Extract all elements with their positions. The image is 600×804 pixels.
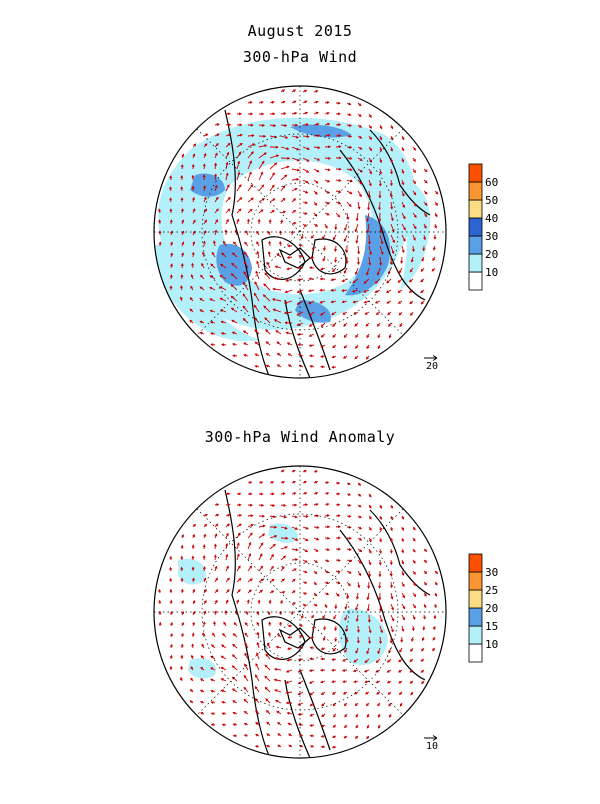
colorbar-tick-label: 40 bbox=[485, 212, 498, 225]
wind-vector bbox=[265, 676, 270, 681]
colorbar-tick-label: 60 bbox=[485, 176, 498, 189]
wind-map: 10 20 30 40 50 60 20 bbox=[0, 0, 600, 400]
reference-vector: 20 bbox=[424, 356, 438, 373]
graticule bbox=[154, 466, 446, 758]
colorbar-swatch bbox=[469, 644, 482, 662]
wind-map-panel: 10 20 30 40 50 60 20 bbox=[0, 0, 600, 400]
colorbar-tick-label: 25 bbox=[485, 584, 498, 597]
colorbar-tick-label: 50 bbox=[485, 194, 498, 207]
colorbar-swatch bbox=[469, 182, 482, 200]
colorbar-tick-label: 30 bbox=[485, 230, 498, 243]
colorbar-swatch bbox=[469, 590, 482, 608]
colorbar-tick-label: 10 bbox=[485, 266, 498, 279]
reference-vector: 10 bbox=[424, 736, 438, 753]
wind-vector bbox=[270, 163, 277, 169]
coastlines bbox=[225, 490, 430, 758]
colorbar-tick-label: 15 bbox=[485, 620, 498, 633]
colorbar-tick-label: 10 bbox=[485, 638, 498, 651]
colorbar-tick-label: 20 bbox=[485, 602, 498, 615]
wind-vector bbox=[237, 198, 242, 202]
colorbar-swatch bbox=[469, 254, 482, 272]
colorbar-swatch bbox=[469, 626, 482, 644]
reference-vector-label: 10 bbox=[426, 741, 438, 752]
wind-speed-shading bbox=[154, 118, 430, 341]
colorbar-swatch bbox=[469, 164, 482, 182]
wind-speed-colorbar: 10 20 30 40 50 60 bbox=[469, 164, 498, 290]
colorbar-swatch bbox=[469, 236, 482, 254]
colorbar-tick-label: 30 bbox=[485, 566, 498, 579]
colorbar-swatch bbox=[469, 200, 482, 218]
colorbar-tick-label: 20 bbox=[485, 248, 498, 261]
wind-anomaly-vector-field bbox=[159, 470, 438, 748]
wind-vector bbox=[265, 665, 270, 670]
anomaly-colorbar: 10 15 20 25 30 bbox=[469, 554, 498, 662]
colorbar-swatch bbox=[469, 608, 482, 626]
wind-vector bbox=[270, 173, 274, 180]
reference-vector-label: 20 bbox=[426, 361, 438, 372]
colorbar-swatch bbox=[469, 554, 482, 572]
colorbar-swatch bbox=[469, 218, 482, 236]
anomaly-shading bbox=[178, 523, 388, 678]
wind-vector bbox=[270, 544, 275, 549]
anomaly-map: 10 15 20 25 30 10 bbox=[0, 400, 600, 800]
wind-vector bbox=[265, 688, 270, 693]
wind-vector bbox=[248, 185, 253, 191]
colorbar-swatch bbox=[469, 572, 482, 590]
wind-vector bbox=[259, 185, 264, 191]
anomaly-map-panel: 10 15 20 25 30 10 bbox=[0, 400, 600, 800]
anomaly-region-north bbox=[268, 523, 298, 542]
wind-vector bbox=[281, 175, 287, 180]
colorbar-swatch bbox=[469, 272, 482, 290]
